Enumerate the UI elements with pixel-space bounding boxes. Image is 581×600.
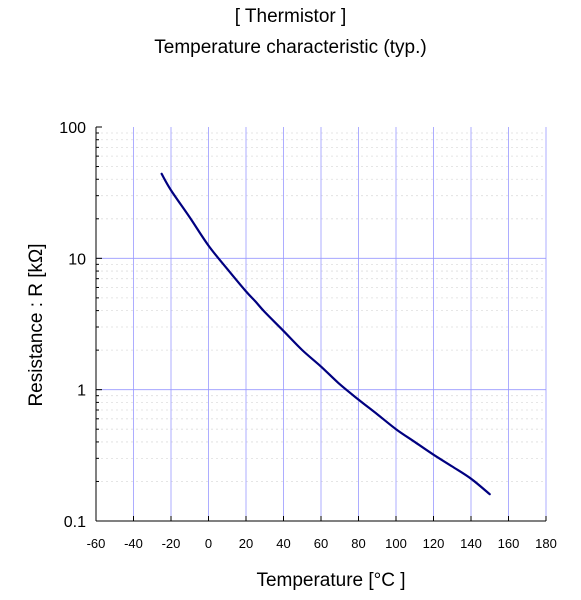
x-tick-label: 0 [205, 536, 212, 551]
y-tick-label: 100 [59, 120, 86, 137]
x-tick-label: 160 [498, 536, 520, 551]
x-tick-label: 120 [423, 536, 445, 551]
major-grid [96, 127, 547, 521]
x-tick-label: -40 [124, 536, 143, 551]
x-tick-label: -60 [87, 536, 106, 551]
x-tick-label: 80 [351, 536, 365, 551]
y-axis-label: Resistance : R [kΩ] [26, 243, 47, 406]
y-tick-label: 10 [68, 251, 86, 268]
x-tick-label: 180 [535, 536, 557, 551]
x-tick-label: 140 [460, 536, 482, 551]
x-tick-label: 20 [239, 536, 253, 551]
x-axis-label: Temperature [°C ] [256, 570, 405, 591]
series-layer [160, 172, 491, 496]
x-tick-label: 60 [314, 536, 328, 551]
x-tick-label: 40 [276, 536, 290, 551]
x-tick-label: -20 [162, 536, 181, 551]
y-tick-label: 0.1 [64, 514, 86, 531]
x-tick-label: 100 [385, 536, 407, 551]
y-axis-ticks: 0.1 1 10 100 [59, 120, 102, 531]
series-line-0 [160, 172, 491, 496]
x-axis-ticks: -60 -40 -20 0 20 40 60 80 100 120 140 160 180 [87, 516, 557, 551]
y-tick-label: 1 [77, 383, 86, 400]
chart-title-line1: [ Thermistor ] [234, 6, 347, 27]
chart-title-line2: Temperature characteristic (typ.) [154, 37, 427, 58]
